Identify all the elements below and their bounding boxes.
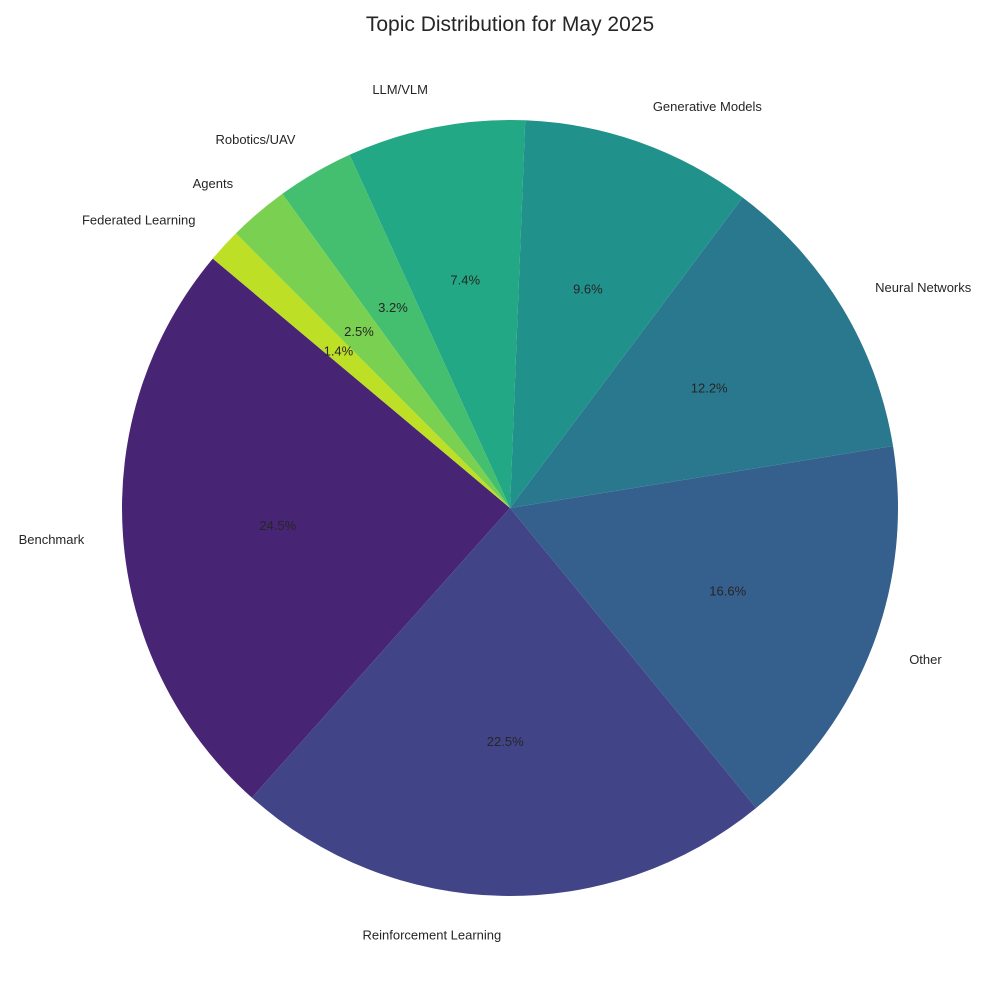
- slice-category-label: Generative Models: [653, 99, 763, 114]
- pie-slices: [122, 119, 898, 896]
- pie-slice-reinforcement-learning: [251, 508, 757, 896]
- slice-percentage-label: 22.5%: [487, 734, 524, 749]
- percentage-labels: 24.5% 22.5% 16.6% 12.2% 9.6% 7.4% 3.2% 2.5% 1.4%: [259, 273, 746, 749]
- pie-slice-robotics-uav: [282, 154, 510, 508]
- pie-slice-generative-models: [510, 120, 743, 508]
- slice-percentage-label: 12.2%: [691, 381, 728, 396]
- slice-percentage-label: 24.5%: [259, 518, 296, 533]
- pie-slice-benchmark: [122, 258, 511, 798]
- slice-percentage-label: 7.4%: [450, 273, 480, 288]
- slice-category-label: Benchmark: [19, 532, 85, 547]
- slice-percentage-label: 1.4%: [324, 344, 354, 359]
- slice-percentage-label: 16.6%: [709, 583, 746, 598]
- pie-slice-federated-learning: [212, 233, 510, 509]
- slice-percentage-label: 2.5%: [344, 324, 374, 339]
- slice-category-label: LLM/VLM: [372, 82, 428, 97]
- slice-percentage-label: 3.2%: [378, 300, 408, 315]
- category-labels: Benchmark Reinforcement Learning Other Neur…: [19, 82, 972, 943]
- slice-category-label: Neural Networks: [875, 280, 972, 295]
- slice-percentage-label: 9.6%: [573, 282, 603, 297]
- pie-slice-llm-vlm: [349, 119, 526, 508]
- chart-title: Topic Distribution for May 2025: [366, 13, 654, 36]
- slice-category-label: Agents: [193, 176, 234, 191]
- pie-slice-other: [510, 446, 898, 808]
- slice-category-label: Other: [909, 652, 942, 667]
- slice-category-label: Federated Learning: [82, 213, 195, 228]
- pie-slice-neural-networks: [510, 197, 894, 509]
- slice-category-label: Robotics/UAV: [215, 132, 295, 147]
- pie-slice-agents: [235, 193, 511, 508]
- slice-category-label: Reinforcement Learning: [363, 928, 502, 943]
